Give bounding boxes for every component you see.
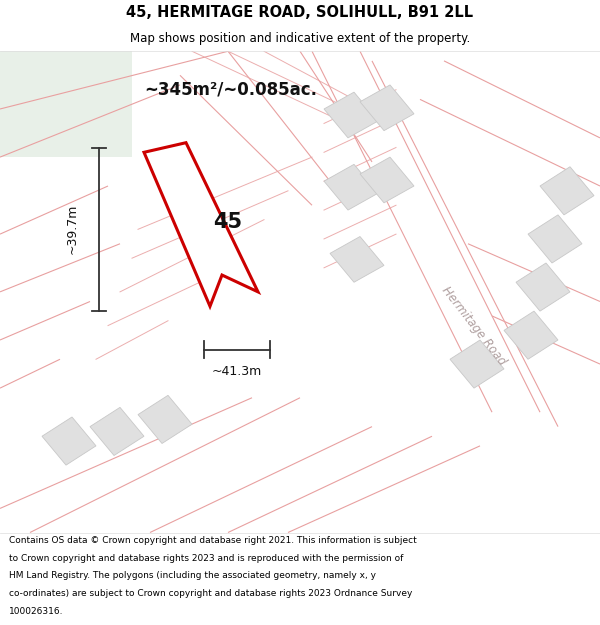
Text: 45: 45 (214, 212, 242, 232)
Polygon shape (450, 340, 504, 388)
Polygon shape (42, 417, 96, 465)
Text: Contains OS data © Crown copyright and database right 2021. This information is : Contains OS data © Crown copyright and d… (9, 536, 417, 545)
Polygon shape (516, 263, 570, 311)
Polygon shape (330, 236, 384, 282)
Polygon shape (0, 51, 132, 157)
Text: 45, HERMITAGE ROAD, SOLIHULL, B91 2LL: 45, HERMITAGE ROAD, SOLIHULL, B91 2LL (127, 5, 473, 20)
Polygon shape (360, 85, 414, 131)
Polygon shape (324, 164, 378, 210)
Polygon shape (324, 92, 378, 138)
Text: ~345m²/~0.085ac.: ~345m²/~0.085ac. (144, 81, 317, 99)
Polygon shape (144, 142, 258, 306)
Polygon shape (540, 167, 594, 215)
Text: Hermitage Road: Hermitage Road (439, 284, 509, 368)
Polygon shape (504, 311, 558, 359)
Text: co-ordinates) are subject to Crown copyright and database rights 2023 Ordnance S: co-ordinates) are subject to Crown copyr… (9, 589, 412, 598)
Polygon shape (360, 157, 414, 203)
Text: HM Land Registry. The polygons (including the associated geometry, namely x, y: HM Land Registry. The polygons (includin… (9, 571, 376, 581)
Text: Map shows position and indicative extent of the property.: Map shows position and indicative extent… (130, 32, 470, 45)
Polygon shape (138, 396, 192, 444)
Text: ~39.7m: ~39.7m (65, 204, 79, 254)
Polygon shape (90, 408, 144, 456)
Polygon shape (528, 215, 582, 263)
Text: ~41.3m: ~41.3m (212, 365, 262, 378)
Text: to Crown copyright and database rights 2023 and is reproduced with the permissio: to Crown copyright and database rights 2… (9, 554, 403, 562)
Text: 100026316.: 100026316. (9, 606, 64, 616)
